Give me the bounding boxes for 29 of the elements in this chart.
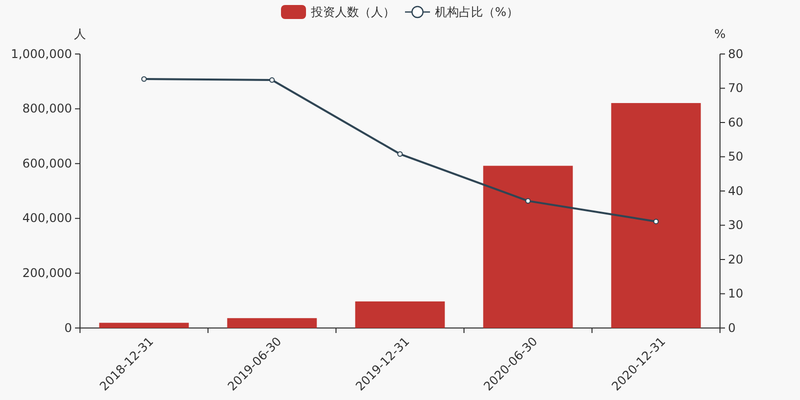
y-tick-label: 0 xyxy=(64,320,72,335)
point xyxy=(525,198,531,204)
y-tick-label: 800,000 xyxy=(22,102,72,116)
bar xyxy=(355,301,445,328)
point xyxy=(269,77,275,83)
bar xyxy=(227,318,317,328)
y2-tick-label: 30 xyxy=(728,218,744,232)
y2-tick-label: 0 xyxy=(728,320,736,335)
y-tick-label: 200,000 xyxy=(22,266,72,280)
bar xyxy=(99,322,189,328)
y-tick-label: 600,000 xyxy=(22,156,72,170)
y2-tick-label: 80 xyxy=(728,46,744,61)
point xyxy=(653,218,659,224)
point xyxy=(141,76,147,82)
y-tick-label: 1,000,000 xyxy=(10,46,72,61)
y2-tick-label: 60 xyxy=(728,115,744,130)
y2-tick-label: 70 xyxy=(728,81,744,96)
y2-tick-label: 40 xyxy=(728,184,744,198)
y2-tick-label: 50 xyxy=(728,150,744,164)
legend-label: 机构占比（%） xyxy=(435,5,518,20)
y2-tick-label: 20 xyxy=(728,252,744,266)
y-tick-label: 400,000 xyxy=(22,211,72,226)
bar xyxy=(611,103,701,328)
y2-tick-label: 10 xyxy=(728,286,744,301)
y2-axis-title: % xyxy=(714,27,726,41)
y-axis-title: 人 xyxy=(74,27,86,41)
legend-label: 投资人数（人） xyxy=(310,5,395,20)
point xyxy=(397,151,403,157)
bar xyxy=(483,166,573,328)
